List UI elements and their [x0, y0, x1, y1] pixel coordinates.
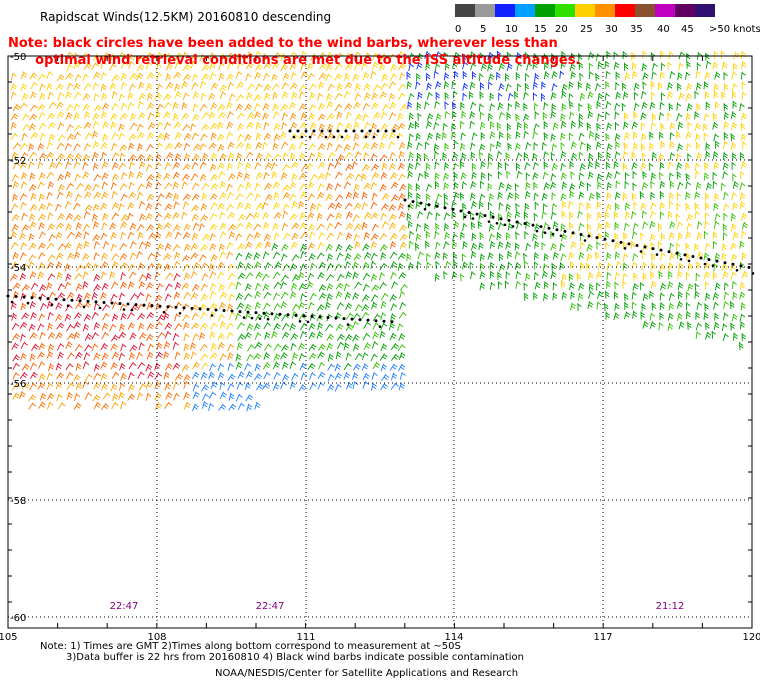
longitude-label: 120 [742, 632, 760, 643]
time-labels: 22:47 22:47 21:12 [110, 601, 685, 612]
legend-swatch [515, 4, 535, 17]
footer-credit: NOAA/NESDIS/Center for Satellite Applica… [215, 668, 519, 679]
longitude-label: 117 [593, 632, 612, 643]
legend-swatch [555, 4, 575, 17]
legend-label: 35 [630, 24, 643, 35]
legend-swatch [455, 4, 475, 17]
legend-swatch [475, 4, 495, 17]
legend-label: 30 [605, 24, 618, 35]
legend-swatch [595, 4, 615, 17]
legend-swatch [695, 4, 715, 17]
legend-swatch [675, 4, 695, 17]
latitude-label: -60 [10, 613, 26, 624]
map-frame [7, 55, 753, 629]
legend-label: 40 [657, 24, 670, 35]
note-line-2: optimal wind retrieval conditions are me… [8, 53, 581, 68]
legend-label: 10 [505, 24, 518, 35]
legend-swatch [655, 4, 675, 17]
latitude-label: -56 [10, 379, 26, 390]
latitude-label: -54 [10, 263, 26, 274]
latitude-label: -58 [10, 496, 26, 507]
legend-label: 45 [681, 24, 694, 35]
map-ticks [7, 55, 752, 629]
footer-note-2: 3)Data buffer is 22 hrs from 20160810 4)… [66, 652, 524, 663]
note-line-1: Note: black circles have been added to t… [8, 36, 558, 51]
longitude-label: 108 [147, 632, 166, 643]
legend-label: 25 [580, 24, 593, 35]
legend-label: 15 [534, 24, 547, 35]
legend-label: >50 knots [709, 24, 760, 35]
legend-label: 20 [555, 24, 568, 35]
legend-swatch [535, 4, 555, 17]
longitude-label: 111 [296, 632, 315, 643]
legend-label: 5 [480, 24, 487, 35]
time-label: 22:47 [110, 601, 139, 612]
longitude-label: 114 [444, 632, 463, 643]
legend-swatch [615, 4, 635, 17]
time-label: 21:12 [656, 601, 685, 612]
legend-swatch [495, 4, 515, 17]
map-title: Rapidscat Winds(12.5KM) 20160810 descend… [40, 10, 332, 24]
wind-barbs-layer [10, 50, 749, 412]
longitude-labels: 105 108 111 114 117 120 [0, 632, 760, 643]
time-label: 22:47 [256, 601, 285, 612]
latitude-label: -50 [10, 52, 26, 63]
longitude-label: 105 [0, 632, 18, 643]
latitude-label: -52 [10, 156, 26, 167]
legend-label: 0 [455, 24, 462, 35]
map-grid [8, 56, 752, 628]
latitude-labels: -50 -52 -54 -56 -58 -60 [10, 52, 26, 624]
footer-note-1: Note: 1) Times are GMT 2)Times along bot… [40, 641, 461, 652]
quality-note: Note: black circles have been added to t… [8, 35, 580, 69]
legend-swatch [635, 4, 655, 17]
legend-swatch [575, 4, 595, 17]
